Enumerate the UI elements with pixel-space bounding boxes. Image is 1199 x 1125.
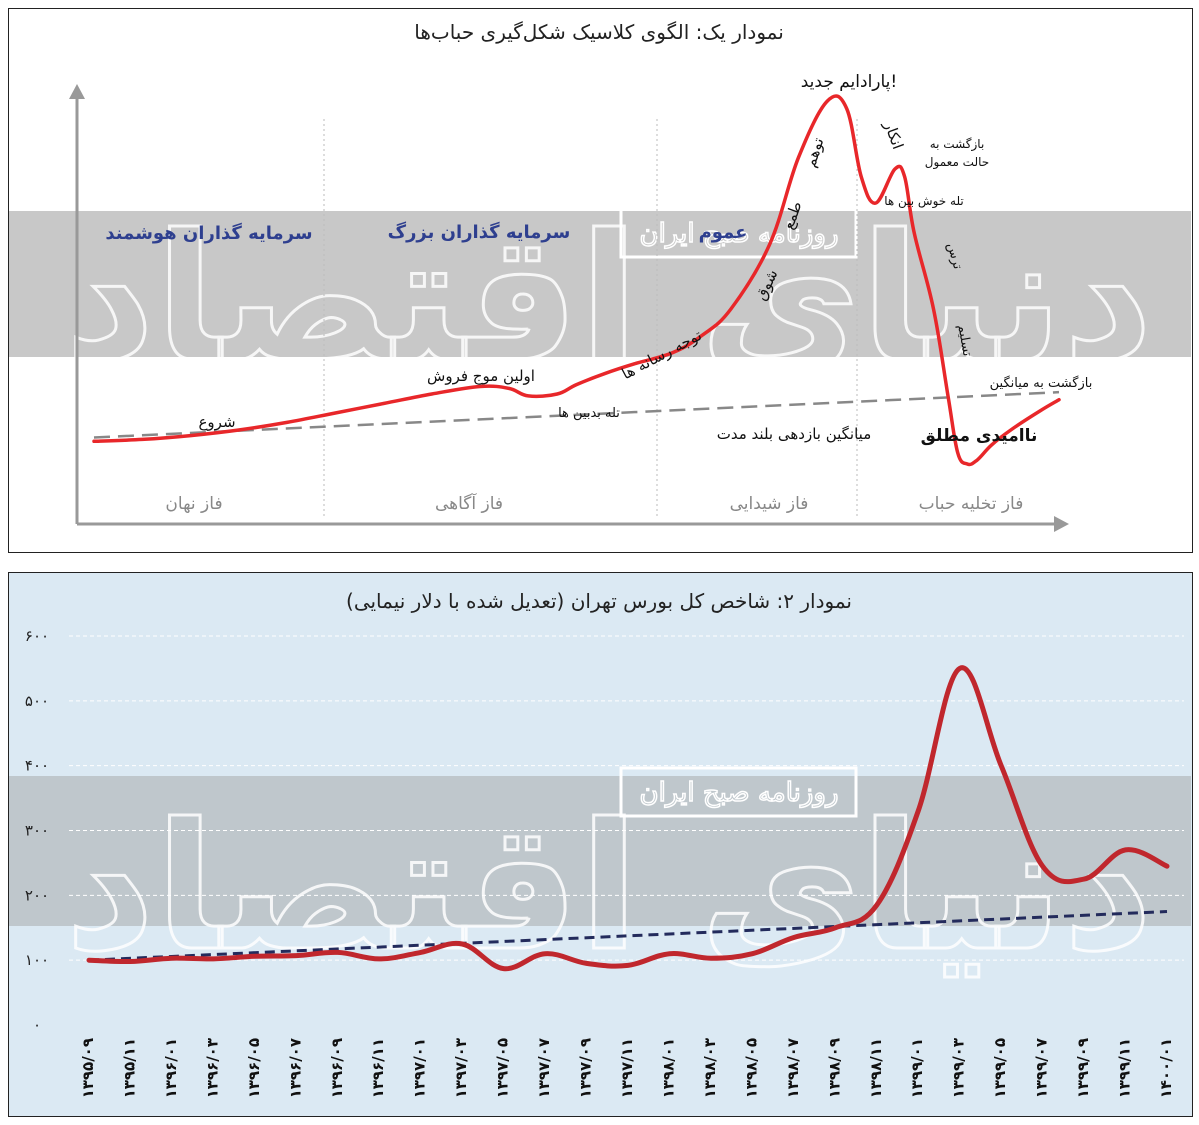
- phase-label-blowoff: فاز تخلیه حباب: [919, 494, 1024, 514]
- chart-panel-1: دنیای اقتصاد روزنامه صبح ایران نمودار یک…: [8, 8, 1193, 553]
- x-tick-label: ۱۳۹۶/۱۱: [369, 1038, 387, 1098]
- watermark-newspaper: روزنامه صبح ایران: [639, 219, 838, 249]
- x-tick-label: ۱۳۹۶/۰۱: [162, 1038, 180, 1098]
- investor-label-large: سرمایه گذاران بزرگ: [388, 221, 571, 243]
- chart-panel-2: دنیای اقتصاد روزنامه صبح ایران نمودار ۲:…: [8, 572, 1193, 1117]
- y-tick-label: ۳۰۰: [25, 822, 49, 840]
- investor-label-public: عموم: [699, 222, 748, 243]
- x-tick-label: ۱۳۹۹/۰۹: [1074, 1038, 1092, 1098]
- x-tick-label: ۱۳۹۷/۱۱: [618, 1038, 636, 1098]
- x-tick-label: ۱۳۹۷/۰۵: [494, 1038, 512, 1098]
- annotation-denial: انکار: [880, 118, 907, 152]
- x-tick-label: ۱۳۹۹/۰۳: [950, 1038, 968, 1098]
- x-tick-label: ۱۳۹۸/۰۹: [825, 1038, 843, 1098]
- x-tick-label: ۱۳۹۸/۰۳: [701, 1038, 719, 1098]
- y-tick-label: ۲۰۰: [25, 886, 49, 904]
- annotation-new-paradigm: پارادایم جدید!: [801, 72, 898, 92]
- y-tick-label: ۱۰۰: [25, 951, 49, 969]
- x-tick-label: ۱۳۹۹/۱۱: [1116, 1038, 1134, 1098]
- phase-label-latent: فاز نهان: [165, 494, 222, 514]
- y-tick-labels: ۰ ۱۰۰ ۲۰۰ ۳۰۰ ۴۰۰ ۵۰۰ ۶۰۰: [25, 627, 49, 1034]
- x-tick-label: ۱۳۹۸/۰۷: [784, 1038, 802, 1098]
- x-tick-label: ۱۴۰۰/۰۱: [1157, 1038, 1175, 1098]
- x-tick-label: ۱۳۹۷/۰۳: [452, 1038, 470, 1098]
- y-tick-label: ۴۰۰: [25, 757, 49, 775]
- x-tick-label: ۱۳۹۷/۰۹: [577, 1038, 595, 1098]
- gridlines: [69, 635, 1184, 961]
- x-tick-label: ۱۳۹۷/۰۷: [535, 1038, 553, 1098]
- annotation-return-mean: بازگشت به میانگین: [990, 375, 1093, 391]
- annotation-return-normal-1: بازگشت به: [930, 137, 985, 152]
- chart-2-title: نمودار ۲: شاخص کل بورس تهران (تعدیل شده …: [346, 589, 852, 613]
- x-tick-label: ۱۳۹۷/۰۱: [411, 1038, 429, 1098]
- x-tick-label: ۱۳۹۹/۰۷: [1033, 1038, 1051, 1098]
- annotation-first-sell: اولین موج فروش: [427, 367, 535, 386]
- annotation-start: شروع: [198, 413, 235, 431]
- x-tick-label: ۱۳۹۵/۰۹: [79, 1038, 97, 1098]
- x-tick-label: ۱۳۹۹/۰۵: [991, 1038, 1009, 1098]
- x-tick-labels: ۱۳۹۵/۰۹ ۱۳۹۵/۱۱ ۱۳۹۶/۰۱ ۱۳۹۶/۰۳ ۱۳۹۶/۰۵ ۱۳۹۶/…: [79, 1038, 1175, 1098]
- x-tick-label: ۱۳۹۸/۱۱: [867, 1038, 885, 1098]
- watermark-box: [619, 207, 858, 259]
- annotation-long-term-mean: میانگین بازدهی بلند مدت: [717, 425, 872, 443]
- annotation-surrender: تسلیم: [954, 323, 974, 358]
- highlight-band: [9, 776, 1191, 926]
- bubble-curve: [92, 94, 1061, 467]
- x-tick-label: ۱۳۹۹/۰۱: [908, 1038, 926, 1098]
- watermark-box: [619, 766, 858, 818]
- x-tick-label: ۱۳۹۸/۰۱: [659, 1038, 677, 1098]
- annotation-fear: ترس: [944, 241, 965, 271]
- chart-1-title: نمودار یک: الگوی کلاسیک شکل‌گیری حباب‌ها: [414, 20, 784, 44]
- investor-label-smart: سرمایه گذاران هوشمند: [105, 222, 312, 244]
- x-tick-label: ۱۳۹۶/۰۷: [286, 1038, 304, 1098]
- x-tick-label: ۱۳۹۶/۰۵: [245, 1038, 263, 1098]
- bubble-pattern-chart: دنیای اقتصاد روزنامه صبح ایران نمودار یک…: [9, 20, 1191, 532]
- y-tick-label: ۵۰۰: [25, 692, 49, 710]
- x-tick-label: ۱۳۹۸/۰۵: [742, 1038, 760, 1098]
- long-term-mean-line: [93, 390, 1060, 439]
- x-tick-label: ۱۳۹۶/۰۹: [328, 1038, 346, 1098]
- annotation-despair: ناامیدی مطلق: [921, 426, 1038, 446]
- phase-label-awareness: فاز آگاهی: [435, 492, 503, 514]
- mean-trend-line: [88, 910, 1168, 962]
- x-tick-label: ۱۳۹۶/۰۳: [203, 1038, 221, 1098]
- x-axis-arrow-icon: [1054, 516, 1069, 532]
- index-line: [86, 665, 1170, 972]
- x-tick-label: ۱۳۹۵/۱۱: [120, 1038, 138, 1098]
- annotation-bull-trap: تله خوش بین ها: [884, 194, 964, 209]
- watermark-logo: دنیای اقتصاد: [65, 198, 1153, 401]
- annotation-bear-trap: تله بدبین ها: [558, 406, 620, 421]
- annotation-return-normal-2: حالت معمول: [925, 155, 989, 170]
- watermark-newspaper: روزنامه صبح ایران: [639, 778, 838, 808]
- y-tick-label: ۰: [33, 1016, 41, 1034]
- phase-label-mania: فاز شیدایی: [730, 494, 809, 514]
- tehran-index-chart: دنیای اقتصاد روزنامه صبح ایران نمودار ۲:…: [9, 589, 1191, 1098]
- y-axis-arrow-icon: [69, 84, 85, 99]
- y-tick-label: ۶۰۰: [25, 627, 49, 645]
- highlight-band: [9, 211, 1191, 357]
